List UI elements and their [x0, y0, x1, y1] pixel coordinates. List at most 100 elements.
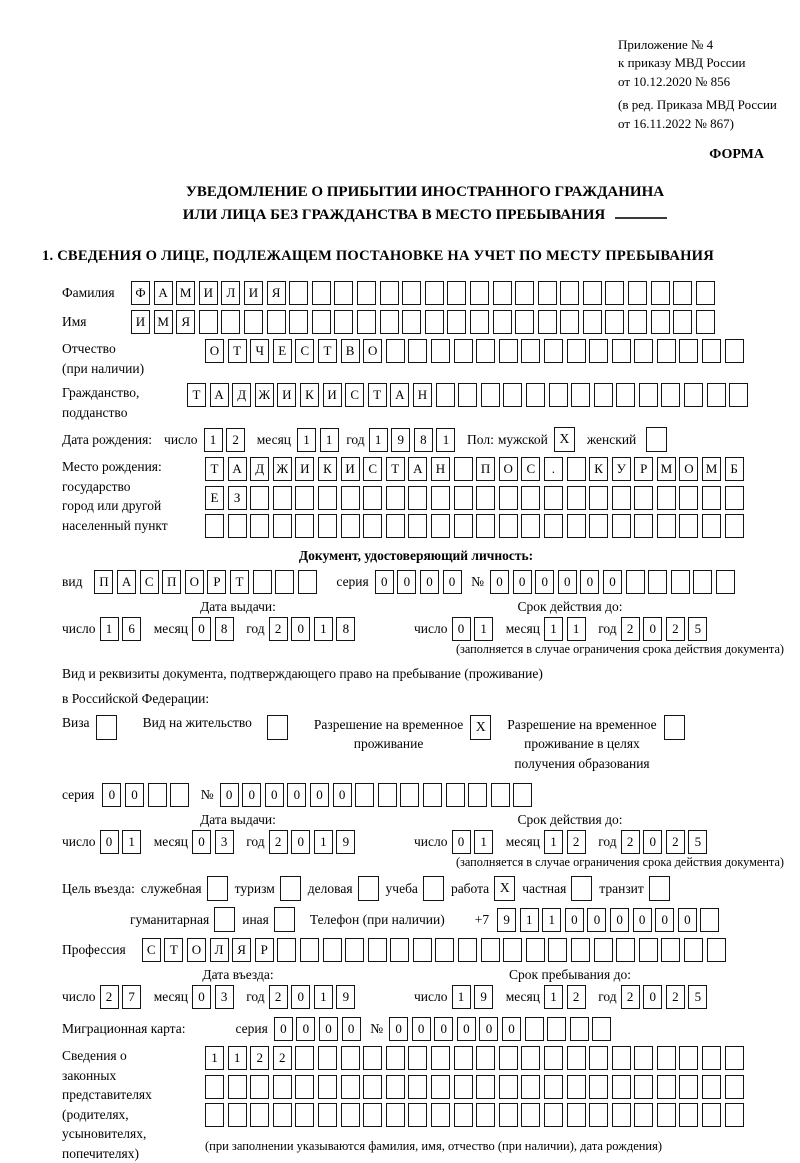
char-box[interactable]: 0 — [389, 1017, 409, 1042]
char-box[interactable] — [566, 1046, 586, 1071]
char-box[interactable] — [435, 938, 455, 963]
char-box[interactable] — [593, 383, 613, 408]
char-box[interactable] — [498, 1046, 518, 1071]
char-box[interactable] — [566, 514, 586, 539]
char-box[interactable]: Т — [164, 938, 184, 963]
char-box[interactable] — [548, 383, 568, 408]
char-box[interactable]: 0 — [479, 1017, 499, 1042]
char-box[interactable] — [724, 1074, 744, 1099]
char-box[interactable] — [593, 938, 613, 963]
char-box[interactable]: Т — [317, 339, 337, 364]
char-box[interactable] — [430, 485, 450, 510]
char-box[interactable] — [317, 1103, 337, 1128]
char-box[interactable] — [566, 1103, 586, 1128]
char-box[interactable] — [498, 514, 518, 539]
char-box[interactable] — [589, 514, 609, 539]
char-box[interactable]: 2 — [268, 616, 288, 641]
char-box[interactable]: 1 — [474, 616, 494, 641]
char-box[interactable]: П — [94, 569, 114, 594]
char-box[interactable] — [252, 569, 272, 594]
char-box[interactable] — [275, 569, 295, 594]
char-box[interactable] — [634, 1103, 654, 1128]
char-box[interactable]: Ф — [131, 281, 150, 306]
char-box[interactable]: 1 — [313, 616, 333, 641]
char-box[interactable] — [453, 485, 473, 510]
char-box[interactable]: 2 — [268, 985, 288, 1010]
char-box[interactable]: 5 — [688, 830, 708, 855]
char-box[interactable]: Б — [724, 457, 744, 482]
char-box[interactable]: 9 — [474, 985, 494, 1010]
char-box[interactable] — [445, 783, 465, 808]
char-box[interactable]: 1 — [566, 616, 586, 641]
char-box[interactable] — [480, 938, 500, 963]
char-box[interactable]: 0 — [451, 616, 471, 641]
char-box[interactable] — [272, 514, 292, 539]
char-box[interactable] — [702, 1103, 722, 1128]
char-box[interactable]: 0 — [341, 1017, 361, 1042]
char-box[interactable]: И — [131, 310, 150, 335]
char-box[interactable] — [205, 1074, 224, 1099]
char-box[interactable] — [385, 1103, 405, 1128]
char-box[interactable]: В — [340, 339, 360, 364]
char-box[interactable]: 0 — [677, 907, 697, 932]
char-box[interactable] — [503, 383, 523, 408]
char-box[interactable] — [543, 485, 563, 510]
char-box[interactable] — [656, 1046, 676, 1071]
char-box[interactable] — [317, 1074, 337, 1099]
char-box[interactable]: 7 — [122, 985, 142, 1010]
char-box[interactable]: 1 — [544, 985, 563, 1010]
residence-permit-checkbox[interactable] — [266, 714, 288, 740]
char-box[interactable] — [453, 1103, 473, 1128]
char-box[interactable] — [430, 339, 450, 364]
char-box[interactable] — [656, 485, 676, 510]
char-box[interactable]: Ж — [272, 457, 292, 482]
char-box[interactable]: М — [702, 457, 722, 482]
char-box[interactable]: М — [176, 281, 196, 306]
char-box[interactable] — [589, 339, 609, 364]
char-box[interactable]: 0 — [287, 783, 307, 808]
char-box[interactable] — [525, 938, 545, 963]
char-box[interactable] — [363, 1046, 383, 1071]
char-box[interactable]: А — [408, 457, 428, 482]
char-box[interactable] — [272, 1074, 292, 1099]
char-box[interactable]: 0 — [291, 985, 311, 1010]
char-box[interactable] — [379, 310, 399, 335]
char-box[interactable] — [250, 1074, 270, 1099]
char-box[interactable] — [277, 938, 297, 963]
char-box[interactable] — [702, 1074, 722, 1099]
char-box[interactable] — [340, 1103, 360, 1128]
char-box[interactable] — [537, 310, 557, 335]
char-box[interactable] — [513, 783, 533, 808]
char-box[interactable] — [227, 1074, 247, 1099]
char-box[interactable]: 5 — [688, 616, 708, 641]
char-box[interactable]: 2 — [620, 985, 640, 1010]
char-box[interactable]: 0 — [332, 783, 352, 808]
edu-permit-checkbox[interactable] — [663, 714, 685, 740]
purpose-transit-checkbox[interactable] — [648, 876, 670, 902]
char-box[interactable]: 9 — [391, 427, 411, 452]
char-box[interactable]: 1 — [474, 830, 494, 855]
char-box[interactable] — [430, 514, 450, 539]
char-box[interactable] — [424, 310, 444, 335]
char-box[interactable]: А — [209, 383, 229, 408]
char-box[interactable] — [729, 383, 749, 408]
char-box[interactable]: И — [322, 383, 342, 408]
char-box[interactable] — [356, 310, 376, 335]
char-box[interactable]: 0 — [456, 1017, 476, 1042]
char-box[interactable] — [356, 281, 376, 306]
char-box[interactable]: 1 — [436, 427, 456, 452]
purpose-humanitarian-checkbox[interactable] — [214, 907, 236, 933]
char-box[interactable] — [295, 1046, 315, 1071]
purpose-study-checkbox[interactable] — [422, 876, 444, 902]
char-box[interactable] — [715, 569, 735, 594]
char-box[interactable]: Я — [266, 281, 286, 306]
char-box[interactable]: 0 — [291, 830, 311, 855]
char-box[interactable] — [289, 281, 309, 306]
char-box[interactable]: Е — [205, 485, 224, 510]
char-box[interactable]: 1 — [99, 616, 119, 641]
char-box[interactable] — [656, 1074, 676, 1099]
char-box[interactable]: 9 — [336, 830, 356, 855]
char-box[interactable]: У — [611, 457, 631, 482]
char-box[interactable] — [390, 938, 410, 963]
char-box[interactable] — [638, 938, 658, 963]
